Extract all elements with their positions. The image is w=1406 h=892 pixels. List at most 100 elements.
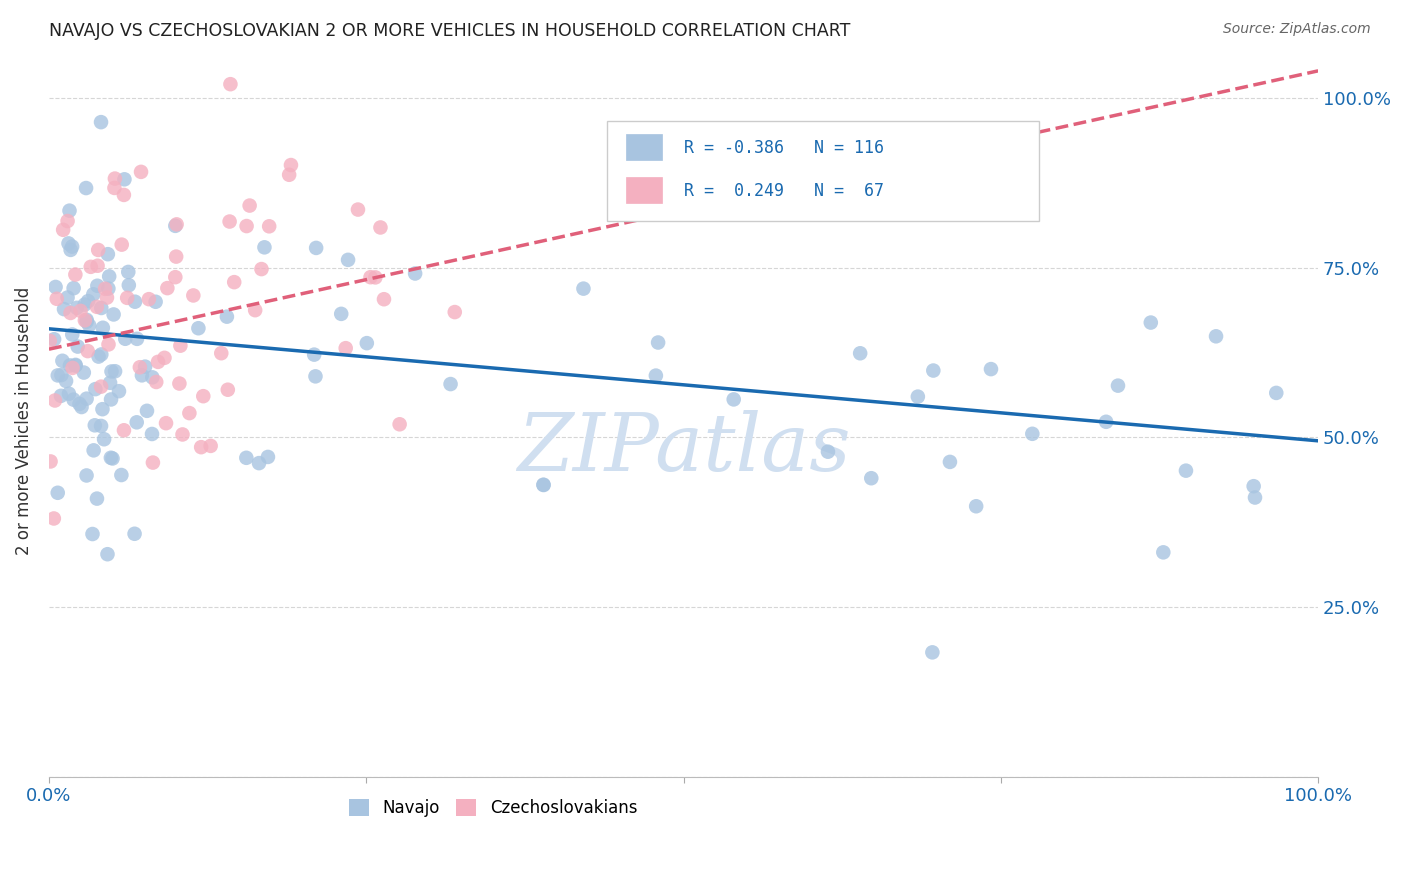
Point [330,307,353,321]
Point [117,265,139,279]
Point [980,362,1002,376]
Point [44,393,66,408]
Point [45,292,67,306]
Point [439,377,461,392]
Point [907,390,929,404]
Point [335,341,357,355]
Point [128,360,150,375]
Text: R =  0.249   N =  67: R = 0.249 N = 67 [683,182,883,200]
Point [443,305,465,319]
Point [86,491,108,506]
Point [1095,415,1118,429]
Y-axis label: 2 or more Vehicles in Household: 2 or more Vehicles in Household [15,286,32,555]
Point [370,220,392,235]
Point [247,456,270,470]
Point [165,270,187,285]
Point [60,239,83,253]
Point [83,443,105,458]
Point [404,267,426,281]
Point [76,392,98,406]
Point [253,240,276,254]
Point [103,308,125,322]
Point [200,439,222,453]
Point [134,359,156,374]
Point [94,282,117,296]
Point [91,320,114,334]
Point [141,427,163,442]
Text: ZIPatlas: ZIPatlas [517,410,851,488]
Point [97,282,120,296]
Point [243,303,266,318]
Point [76,315,98,329]
Point [70,400,93,414]
Point [723,392,745,407]
Point [82,527,104,541]
Point [165,250,187,264]
Point [96,291,118,305]
Point [860,471,883,485]
Point [90,379,112,393]
Point [93,432,115,446]
Point [86,278,108,293]
Point [53,302,76,317]
Point [42,511,65,525]
Point [76,344,98,359]
Point [49,389,72,403]
Point [103,181,125,195]
Point [100,392,122,407]
Point [98,269,121,284]
Point [38,334,60,348]
Point [110,468,132,483]
Point [112,423,135,437]
Point [215,310,238,324]
Point [56,214,79,228]
Point [165,219,187,233]
Point [239,198,262,212]
Point [302,348,325,362]
Point [115,291,138,305]
Legend: Navajo, Czechoslovakians: Navajo, Czechoslovakians [340,790,645,826]
Text: NAVAJO VS CZECHOSLOVAKIAN 2 OR MORE VEHICLES IN HOUSEHOLD CORRELATION CHART: NAVAJO VS CZECHOSLOVAKIAN 2 OR MORE VEHI… [49,22,851,40]
Point [305,241,328,255]
Point [1174,464,1197,478]
Point [100,450,122,465]
Point [124,294,146,309]
Point [388,417,411,432]
Point [1152,545,1174,559]
Point [90,347,112,361]
Point [90,419,112,434]
Point [101,451,124,466]
Point [58,386,80,401]
Point [533,478,555,492]
Point [62,360,84,375]
Point [125,415,148,429]
Point [62,281,84,295]
Point [169,376,191,391]
Point [83,418,105,433]
Point [86,259,108,273]
Point [80,260,103,274]
Bar [627,178,662,203]
Point [193,389,215,403]
Point [52,223,75,237]
Point [209,346,232,360]
Point [114,172,136,186]
Point [91,402,114,417]
Point [183,288,205,302]
Point [156,281,179,295]
Point [347,202,370,217]
Point [153,351,176,365]
Point [141,370,163,384]
Point [75,181,97,195]
Point [69,304,91,318]
Point [136,404,159,418]
Point [644,368,666,383]
Point [69,397,91,411]
Point [90,115,112,129]
Point [118,278,141,293]
Point [45,280,67,294]
Point [51,368,73,382]
Point [817,444,839,458]
Point [65,268,87,282]
Point [1243,479,1265,493]
